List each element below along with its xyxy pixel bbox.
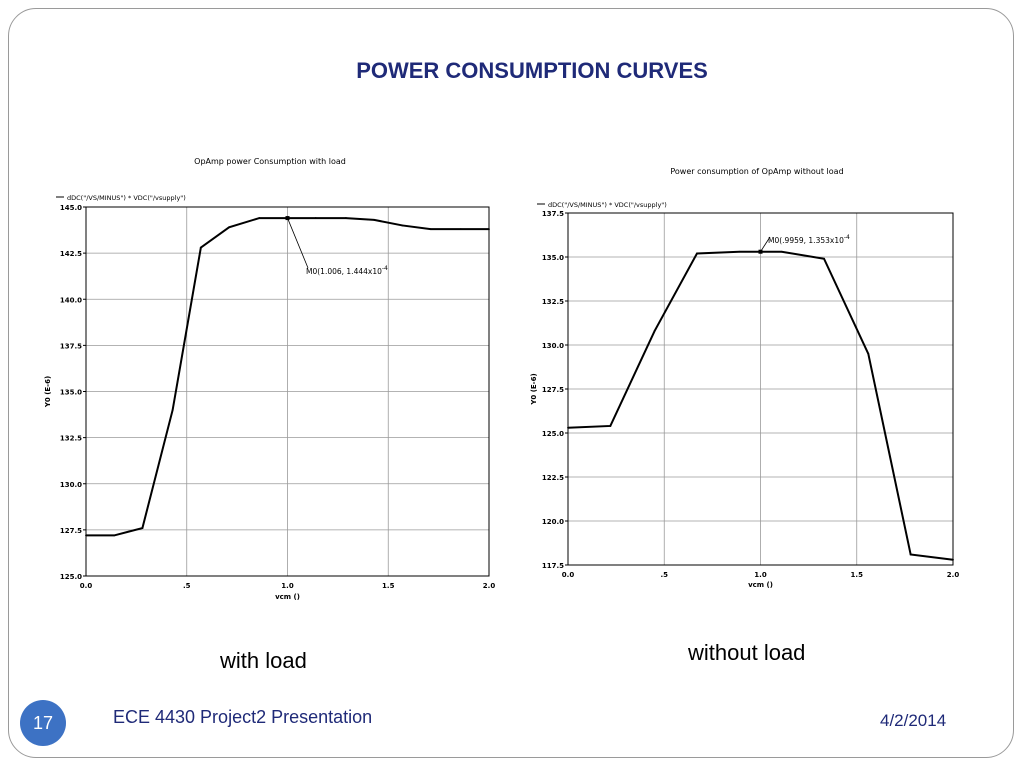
data-point-with-load	[141, 527, 144, 529]
data-point-with-load	[258, 217, 261, 219]
y-tick-label-with-load: 130.0	[60, 481, 82, 489]
x-tick-label-with-load: 2.0	[483, 582, 496, 590]
data-point-with-load	[199, 246, 202, 249]
plot-frame-without-load	[567, 212, 954, 566]
y-tick-label-with-load: 127.5	[60, 527, 82, 535]
y-tick-label-with-load: 125.0	[60, 573, 82, 581]
slide-title: POWER CONSUMPTION CURVES	[356, 58, 708, 83]
data-point-with-load	[228, 226, 230, 229]
marker-point-with-load	[285, 216, 290, 221]
data-point-with-load	[314, 217, 317, 219]
data-point-without-load	[738, 250, 741, 253]
y-tick-label-without-load: 122.5	[542, 474, 564, 482]
data-point-without-load	[909, 553, 912, 556]
marker-exponent-without-load: -4	[844, 234, 850, 241]
slide-frame	[8, 8, 1014, 758]
page-number: 17	[32, 712, 54, 733]
x-tick-label-without-load: 1.0	[754, 571, 767, 579]
data-point-with-load	[401, 224, 404, 227]
footer-date: 4/2/2014	[880, 711, 947, 730]
data-point-with-load	[429, 228, 432, 231]
y-tick-label-with-load: 135.0	[60, 389, 82, 397]
y-tick-label-without-load: 132.5	[542, 298, 564, 306]
x-tick-label-with-load: 1.5	[382, 582, 395, 590]
data-point-without-load	[780, 250, 783, 253]
marker-leader-without-load	[760, 236, 771, 252]
marker-label-with-load: M0(1.006, 1.444x10	[306, 267, 382, 276]
y-tick-label-without-load: 130.0	[542, 342, 564, 350]
marker-leader-with-load	[287, 217, 309, 269]
y-tick-label-with-load: 140.0	[60, 296, 82, 304]
marker-label-without-load: M0(.9959, 1.353x10	[768, 236, 844, 245]
data-point-without-load	[823, 257, 825, 260]
data-point-with-load	[85, 534, 87, 537]
data-point-without-load	[867, 352, 870, 355]
legend-label-with-load: dDC("/VS/MINUS") * VDC("/vsupply")	[67, 194, 186, 202]
y-tick-label-with-load: 145.0	[60, 204, 82, 212]
data-point-without-load	[952, 558, 954, 561]
data-point-with-load	[113, 534, 116, 537]
y-tick-label-without-load: 127.5	[542, 386, 564, 394]
caption-without-load: without load	[688, 640, 806, 665]
y-tick-label-with-load: 137.5	[60, 342, 82, 350]
marker-exponent-with-load: -4	[382, 265, 388, 272]
data-point-without-load	[567, 426, 569, 429]
x-tick-label-with-load: .5	[183, 582, 191, 590]
data-point-with-load	[373, 219, 376, 221]
chart-title-without-load: Power consumption of OpAmp without load	[670, 167, 843, 176]
data-point-without-load	[609, 425, 612, 427]
charts-canvas: OpAmp power Consumption with load dDC("/V…	[44, 157, 960, 601]
y-tick-label-without-load: 137.5	[542, 210, 564, 218]
chart-title-with-load: OpAmp power Consumption with load	[194, 157, 346, 166]
x-tick-label-without-load: 0.0	[562, 571, 575, 579]
x-tick-label-without-load: 1.5	[851, 571, 864, 579]
x-tick-label-with-load: 1.0	[281, 582, 294, 590]
x-axis-label-without-load: vcm ()	[748, 581, 773, 589]
data-point-without-load	[696, 252, 698, 255]
data-point-with-load	[459, 228, 462, 231]
data-point-with-load	[171, 409, 174, 411]
y-tick-label-without-load: 117.5	[542, 562, 564, 570]
data-point-without-load	[653, 330, 656, 332]
plot-frame-with-load	[85, 206, 490, 577]
x-tick-label-without-load: 2.0	[947, 571, 960, 579]
x-tick-label-without-load: .5	[660, 571, 668, 579]
y-tick-label-with-load: 142.5	[60, 250, 82, 258]
data-point-with-load	[488, 228, 490, 231]
legend-label-without-load: dDC("/VS/MINUS") * VDC("/vsupply")	[548, 201, 667, 209]
x-axis-label-with-load: vcm ()	[275, 593, 300, 601]
y-axis-label-with-load: Y0 (E-6)	[44, 376, 52, 408]
marker-point-without-load	[758, 249, 763, 254]
footer-text: ECE 4430 Project2 Presentation	[113, 707, 373, 727]
y-tick-label-without-load: 120.0	[542, 518, 564, 526]
y-tick-label-without-load: 135.0	[542, 254, 564, 262]
caption-with-load: with load	[220, 648, 307, 673]
y-axis-label-without-load: Y0 (E-6)	[530, 373, 538, 405]
y-tick-label-with-load: 132.5	[60, 435, 82, 443]
page-number-badge: 17	[20, 700, 66, 746]
data-point-with-load	[345, 217, 347, 219]
x-tick-label-with-load: 0.0	[80, 582, 93, 590]
y-tick-label-without-load: 125.0	[542, 430, 564, 438]
